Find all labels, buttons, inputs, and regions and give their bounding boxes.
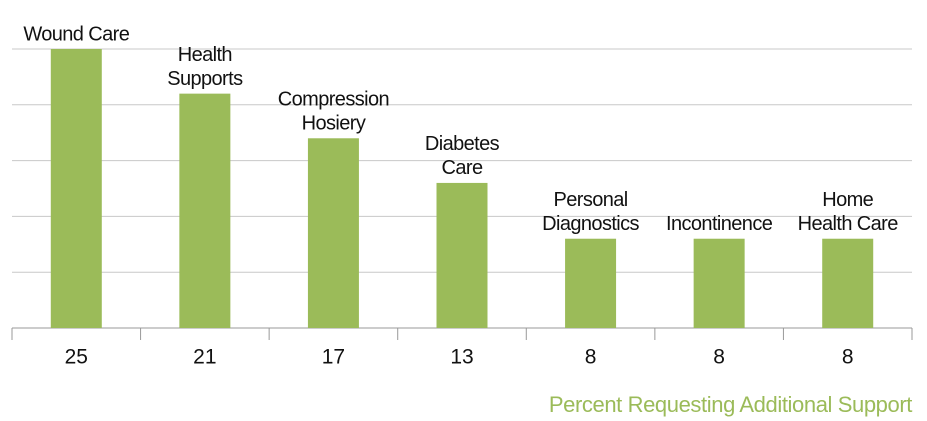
bar bbox=[436, 182, 488, 328]
category-label: Personal bbox=[554, 189, 628, 211]
category-label: Home bbox=[822, 189, 873, 211]
x-axis-title: Percent Requesting Additional Support bbox=[549, 392, 912, 417]
category-label: Wound Care bbox=[23, 23, 129, 45]
value-label: 25 bbox=[65, 346, 88, 369]
category-label: Diagnostics bbox=[542, 213, 639, 235]
bar bbox=[822, 238, 874, 328]
bar bbox=[307, 138, 359, 328]
bar bbox=[693, 238, 745, 328]
category-label: Health bbox=[178, 44, 232, 66]
bar bbox=[50, 49, 102, 328]
category-label: Compression bbox=[278, 89, 389, 111]
category-label: Supports bbox=[167, 68, 243, 90]
value-label: 8 bbox=[842, 346, 854, 369]
bar bbox=[179, 93, 231, 328]
value-label: 17 bbox=[322, 346, 345, 369]
value-label: 21 bbox=[193, 346, 216, 369]
category-label: Care bbox=[442, 157, 483, 179]
value-label: 13 bbox=[450, 346, 473, 369]
bar bbox=[565, 238, 617, 328]
value-label: 8 bbox=[585, 346, 597, 369]
category-label: Health Care bbox=[798, 213, 899, 235]
category-label: Incontinence bbox=[666, 213, 773, 235]
category-label: Diabetes bbox=[425, 133, 500, 155]
category-label: Hosiery bbox=[302, 113, 366, 135]
value-label: 8 bbox=[713, 346, 725, 369]
